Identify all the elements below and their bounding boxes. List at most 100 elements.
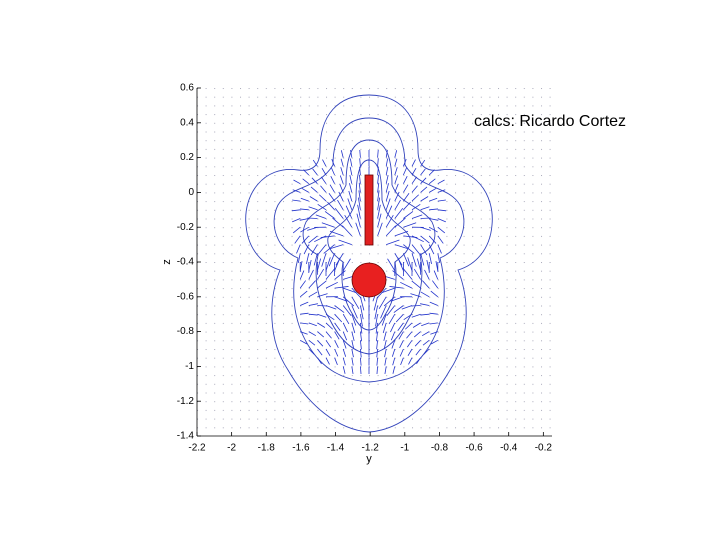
flow-arrow	[428, 169, 435, 176]
flow-arrow	[414, 340, 421, 347]
flow-arrow	[342, 331, 348, 341]
flow-arrow	[351, 322, 356, 334]
flow-arrow	[308, 303, 318, 306]
flow-arrow	[345, 205, 353, 219]
flow-arrow	[428, 253, 432, 264]
flow-arrow	[422, 339, 430, 346]
flow-arrow	[429, 312, 438, 315]
x-tick-label: -1.4	[327, 443, 345, 454]
flow-arrow	[392, 357, 396, 366]
y-tick-label: 0.4	[180, 117, 194, 128]
flow-arrow	[300, 197, 309, 202]
flow-arrow	[342, 366, 346, 374]
flow-arrow	[334, 348, 339, 357]
flow-arrow	[397, 322, 404, 331]
flow-arrow	[351, 348, 354, 358]
flow-arrow	[317, 331, 325, 338]
flow-arrow	[411, 280, 421, 289]
flow-arrow	[360, 305, 364, 320]
flow-arrow	[342, 340, 347, 349]
flow-arrow	[315, 214, 327, 219]
flow-arrow	[377, 166, 379, 176]
flow-arrow	[357, 197, 361, 210]
flow-arrow	[317, 280, 327, 289]
flow-arrow	[406, 331, 413, 339]
flow-arrow	[341, 225, 353, 237]
flow-arrow	[344, 214, 353, 228]
flow-arrow	[355, 222, 361, 237]
flow-arrow	[420, 177, 427, 184]
flow-arrow	[377, 149, 379, 158]
flow-arrow	[385, 205, 393, 219]
flow-arrow	[403, 253, 410, 267]
flow-arrow	[347, 198, 353, 210]
flow-arrow	[291, 209, 301, 212]
flow-arrow	[325, 340, 332, 348]
flow-arrow	[391, 340, 396, 349]
flow-arrow	[430, 331, 438, 335]
flow-arrow	[411, 313, 421, 318]
flow-arrow	[437, 209, 447, 212]
flow-arrow	[403, 211, 414, 219]
flow-arrow	[405, 322, 413, 330]
flow-arrow	[429, 208, 439, 211]
flow-arrow	[308, 235, 318, 244]
flow-arrow	[307, 217, 318, 219]
flow-arrow	[416, 357, 421, 365]
flow-arrow	[413, 331, 421, 338]
flow-arrow	[351, 340, 355, 349]
y-tick-label: -0.6	[177, 291, 195, 302]
y-tick-label: 0.6	[180, 83, 194, 94]
flow-arrow	[308, 260, 312, 271]
flow-arrow	[385, 225, 397, 237]
flow-arrow	[407, 257, 413, 271]
flow-arrow	[340, 167, 344, 176]
flow-arrow	[433, 270, 439, 280]
flow-arrow	[335, 253, 344, 266]
flow-arrow	[420, 168, 426, 176]
flow-arrow	[325, 305, 337, 310]
flow-arrow	[334, 331, 340, 340]
flow-arrow	[329, 184, 335, 193]
flow-arrow	[317, 313, 327, 318]
flow-arrow	[420, 244, 428, 256]
flow-arrow	[390, 331, 396, 341]
flow-arrow	[392, 366, 396, 374]
flow-arrow	[299, 270, 305, 280]
flow-arrow	[351, 305, 358, 319]
flow-arrow	[317, 322, 326, 328]
flow-arrow	[376, 366, 378, 375]
flow-arrow	[325, 322, 333, 330]
y-tick-label: 0.2	[180, 152, 194, 163]
flow-arrow	[334, 286, 349, 289]
flow-arrow	[339, 183, 344, 193]
flow-arrow	[324, 211, 335, 219]
flow-arrow	[359, 174, 361, 184]
flow-arrow	[394, 175, 399, 184]
flow-arrow	[428, 187, 437, 193]
flow-arrow	[317, 340, 324, 347]
flow-arrow	[351, 357, 354, 366]
flow-arrow	[403, 193, 410, 202]
flow-arrow	[296, 244, 301, 254]
flow-arrow	[334, 340, 339, 349]
flow-arrow	[360, 331, 362, 342]
flow-arrow	[383, 331, 387, 341]
flow-arrow	[428, 244, 435, 255]
flow-arrow	[360, 357, 362, 366]
flow-arrow	[312, 168, 318, 176]
flow-arrow	[390, 322, 396, 333]
flow-arrow	[377, 158, 379, 167]
flow-arrow	[325, 268, 336, 280]
flow-arrow	[411, 159, 416, 167]
y-tick-label: 0	[188, 187, 194, 198]
x-tick-label: -0.8	[431, 443, 449, 454]
flow-arrow	[325, 331, 332, 339]
x-axis-label: y	[366, 453, 372, 465]
flow-arrow	[349, 183, 353, 193]
flow-arrow	[395, 313, 404, 323]
flow-arrow	[393, 305, 404, 313]
flow-arrow	[411, 176, 418, 184]
flow-arrow	[437, 189, 446, 193]
flow-arrow	[348, 190, 353, 202]
